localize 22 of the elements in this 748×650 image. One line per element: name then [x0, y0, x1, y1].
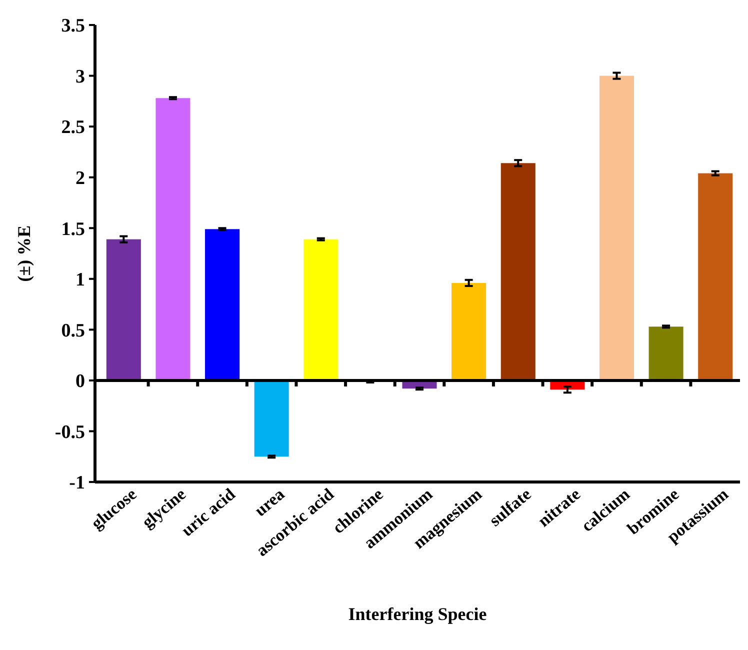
bar	[156, 98, 190, 380]
y-tick-label: 3.5	[61, 16, 85, 37]
bar	[106, 239, 141, 380]
bar	[452, 282, 486, 380]
bar	[599, 76, 634, 380]
bar	[205, 229, 240, 380]
y-tick-label: 2.5	[61, 117, 85, 138]
bar	[698, 173, 733, 380]
bar	[254, 380, 289, 457]
y-tick-label: 1.5	[61, 218, 85, 240]
x-axis-title: Interfering Specie	[348, 604, 487, 624]
y-tick-label: 2	[76, 168, 85, 189]
y-tick-label: -1	[69, 472, 85, 494]
y-tick-label: 0	[76, 371, 85, 392]
y-axis-title: (±) %E	[14, 225, 34, 282]
bar	[304, 239, 338, 380]
bar	[500, 163, 536, 380]
bar	[648, 326, 684, 380]
y-tick-label: -0.5	[54, 422, 85, 443]
y-tick-label: 0.5	[61, 320, 85, 342]
y-tick-label: 1	[76, 270, 85, 291]
y-tick-label: 3	[76, 66, 85, 88]
